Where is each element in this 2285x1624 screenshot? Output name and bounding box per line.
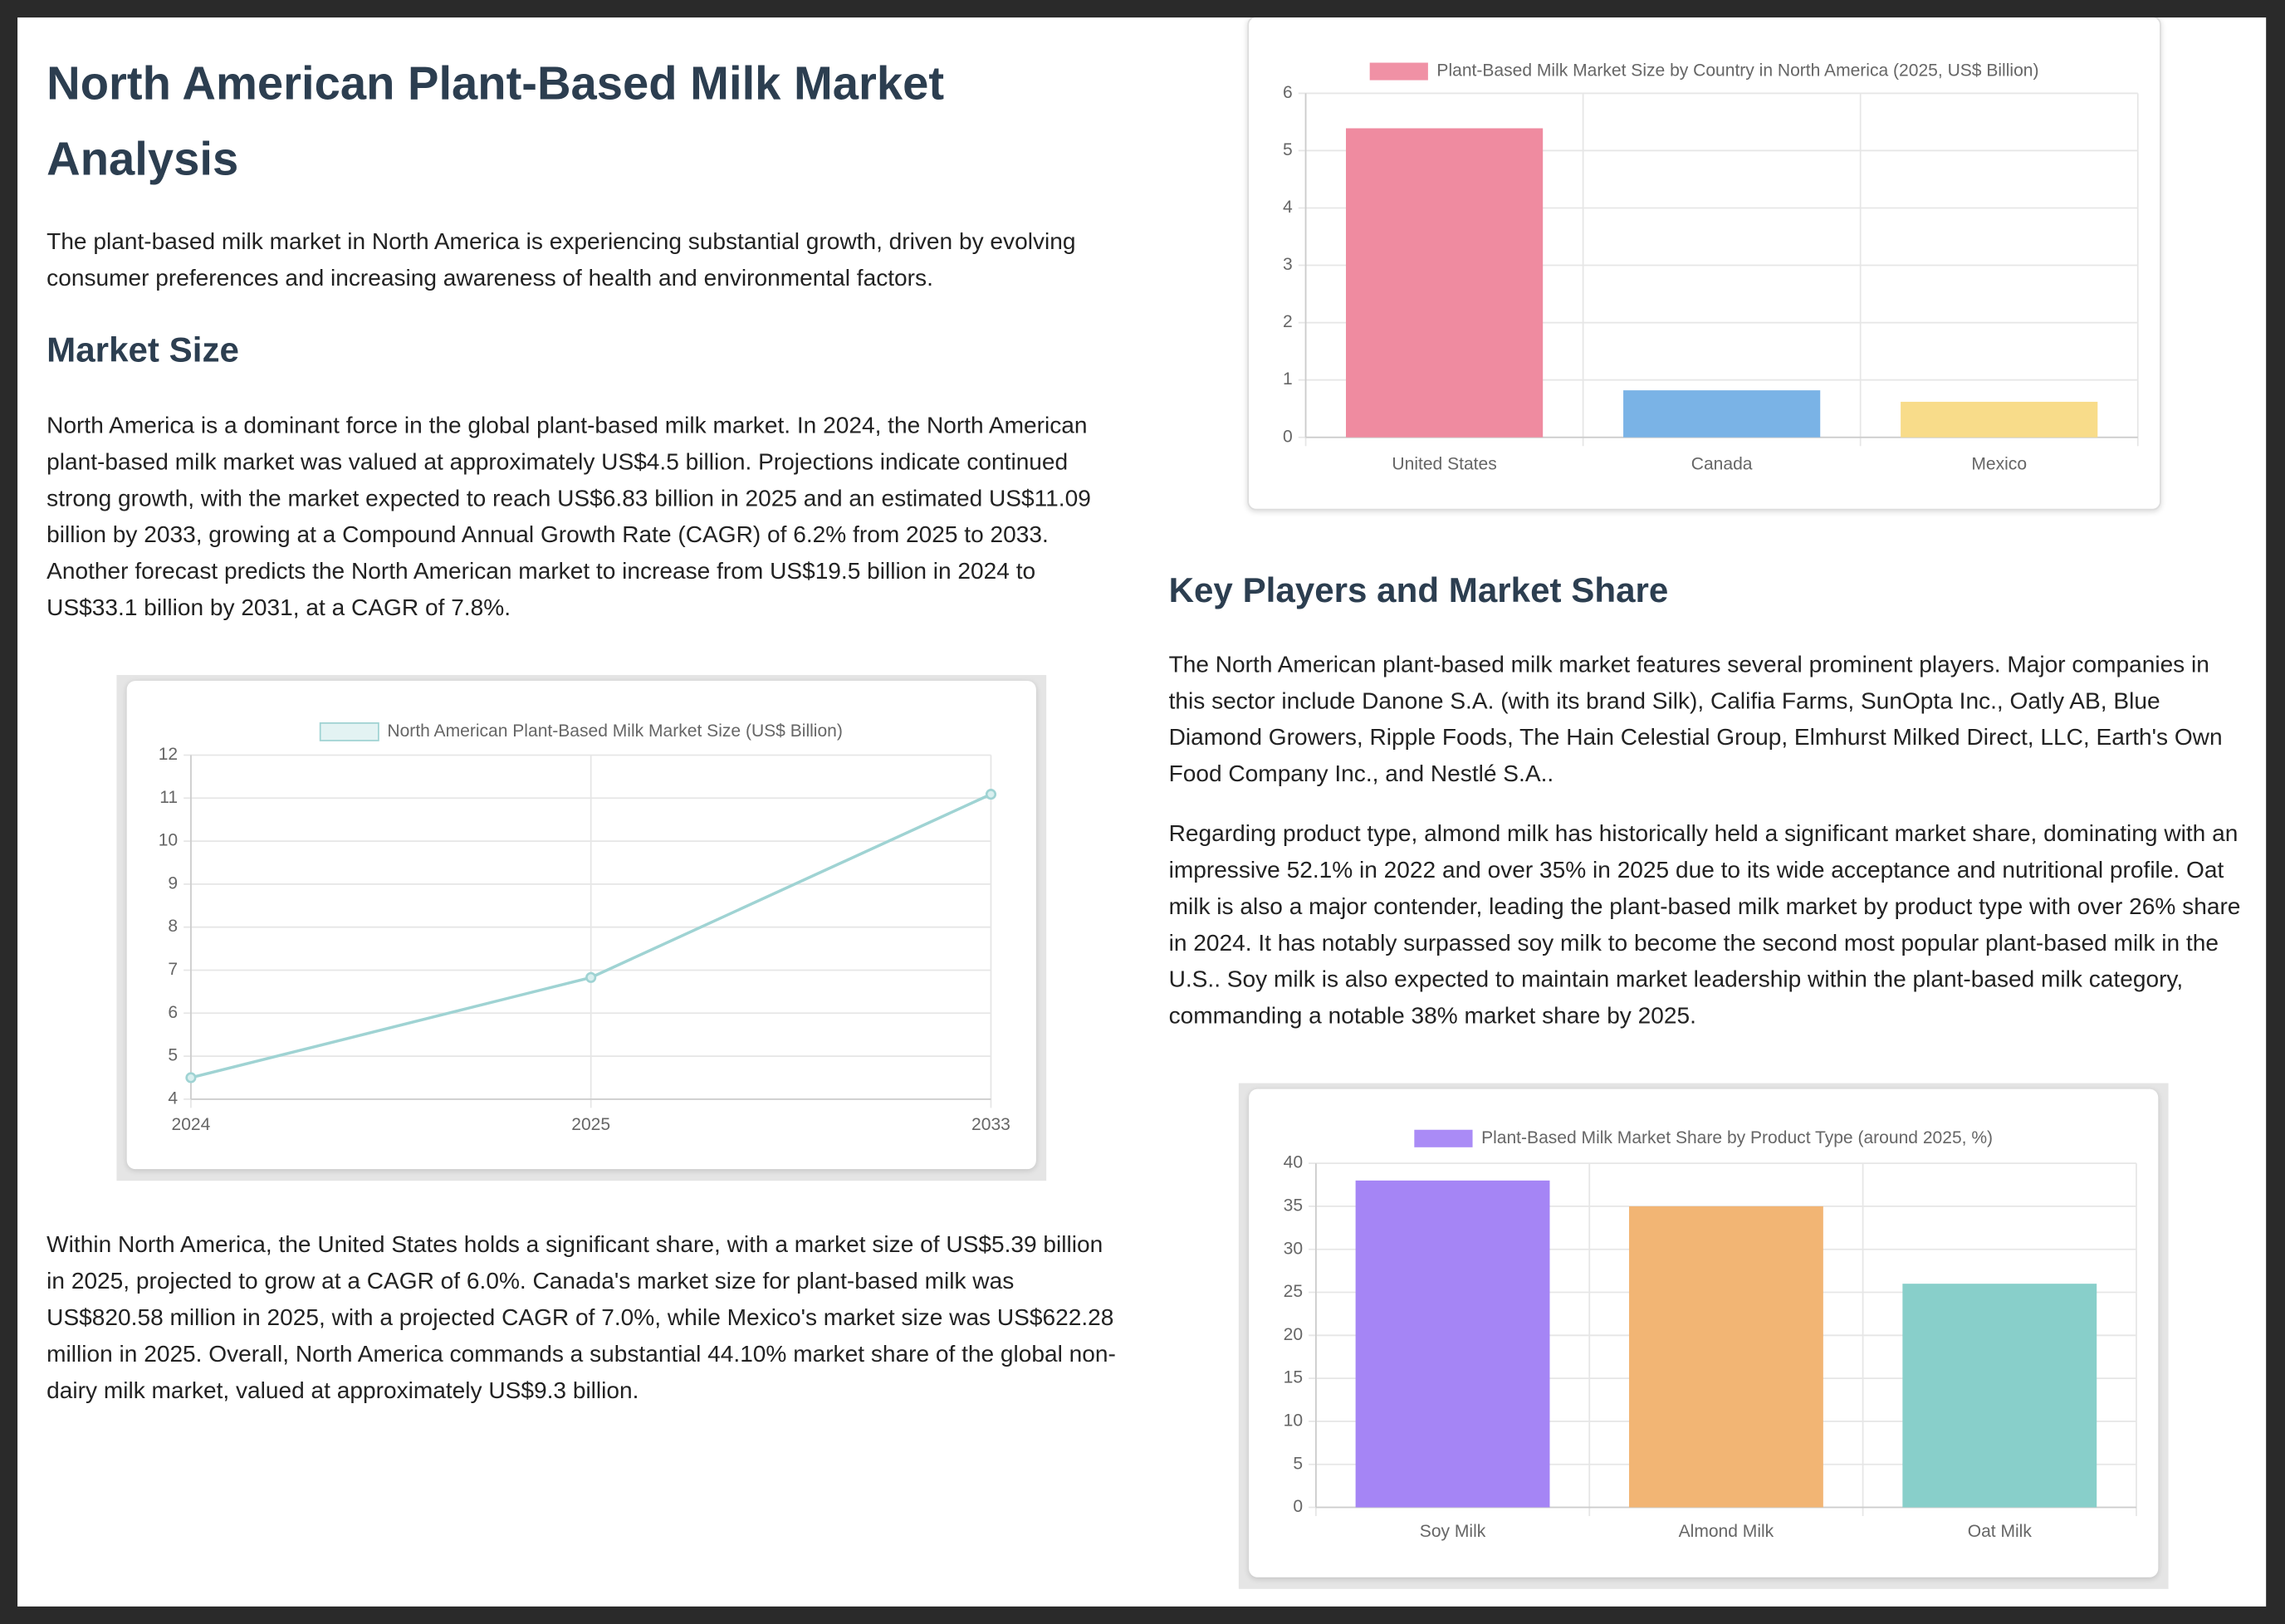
y-tick-label: 4 [1283, 198, 1293, 217]
chart: 0 1 2 3 4 5 6 Plant-Based Milk Market Size by C… [1283, 61, 2139, 474]
paragraph: Within North America, the United States … [46, 1233, 1116, 1404]
y-tick-label: 30 [1284, 1239, 1303, 1258]
y-tick-label: 10 [1284, 1411, 1303, 1430]
y-tick-label: 11 [159, 788, 178, 807]
y-tick-label: 1 [1283, 369, 1293, 389]
bar [1901, 401, 2098, 438]
y-tick-label: 6 [1283, 83, 1293, 102]
x-tick-label: Oat Milk [1968, 1522, 2033, 1541]
y-tick-label: 9 [168, 873, 178, 893]
bar [1355, 1180, 1550, 1508]
bar [1623, 390, 1821, 438]
paragraph: Regarding product type, almond milk has … [1168, 822, 2241, 1030]
y-tick-label: 7 [168, 960, 178, 979]
bar [1628, 1206, 1823, 1508]
y-tick-label: 0 [1293, 1497, 1303, 1516]
y-tick-label: 0 [1283, 427, 1293, 446]
y-tick-label: 5 [1283, 140, 1293, 159]
y-tick-label: 25 [1284, 1282, 1303, 1301]
x-tick-label: 2033 [971, 1115, 1010, 1134]
section-heading: Market Size [46, 330, 239, 370]
document: North American Plant-Based Milk Market A… [17, 17, 2267, 1607]
x-tick-label: Soy Milk [1420, 1522, 1486, 1541]
legend-swatch [1414, 1129, 1473, 1147]
chart-frame: 4 5 6 7 8 9 10 11 12 North American Plant-Based M… [116, 674, 1047, 1181]
y-tick-label: 4 [168, 1088, 178, 1108]
x-tick-label: Mexico [1971, 455, 2027, 474]
y-tick-label: 2 [1283, 312, 1293, 331]
x-tick-label: 2025 [571, 1115, 610, 1134]
chart-card: 0 1 2 3 4 5 6 Plant-Based Milk Market Size by C… [1247, 17, 2161, 511]
paragraph: The North American plant-based milk mark… [1168, 653, 2223, 788]
x-tick-label: 2024 [172, 1115, 211, 1134]
legend-swatch [319, 722, 379, 741]
title: North American Plant-Based Milk Market A… [46, 56, 945, 185]
legend-label: Plant-Based Milk Market Size by Country … [1436, 61, 2038, 81]
x-tick-label: United States [1392, 455, 1496, 474]
y-tick-label: 15 [1284, 1368, 1303, 1387]
y-tick-label: 5 [1293, 1454, 1303, 1473]
legend-label: North American Plant-Based Milk Market S… [387, 722, 842, 741]
bar [1902, 1284, 2097, 1508]
x-tick-label: Canada [1691, 455, 1753, 474]
y-tick-label: 40 [1284, 1153, 1303, 1172]
y-tick-label: 12 [159, 745, 178, 764]
y-tick-label: 10 [159, 831, 178, 850]
paragraph: North America is a dominant force in the… [46, 413, 1091, 621]
section-heading: Key Players and Market Share [1168, 571, 1669, 611]
y-tick-label: 3 [1283, 255, 1293, 274]
x-tick-label: Almond Milk [1679, 1522, 1774, 1541]
chart-card: 0 5 10 15 20 25 30 35 40 Plant-Based Milk Market … [1249, 1088, 2159, 1578]
legend-label: Plant-Based Milk Market Share by Product… [1481, 1128, 1993, 1147]
y-tick-label: 35 [1284, 1196, 1303, 1215]
y-tick-label: 6 [168, 1003, 178, 1022]
legend-swatch [1369, 62, 1428, 81]
bar [1346, 128, 1544, 438]
chart: 4 5 6 7 8 9 10 11 12 North American Plant-Based M… [159, 722, 1010, 1134]
y-tick-label: 5 [168, 1046, 178, 1065]
y-tick-label: 8 [168, 917, 178, 936]
point [185, 1072, 197, 1083]
chart: 0 5 10 15 20 25 30 35 40 Plant-Based Milk Market … [1284, 1128, 2137, 1541]
chart-frame: 0 5 10 15 20 25 30 35 40 Plant-Based Milk Market … [1238, 1083, 2169, 1589]
chart-card: 4 5 6 7 8 9 10 11 12 North American Plant-Based M… [126, 680, 1036, 1170]
point [585, 971, 597, 983]
point [985, 789, 997, 800]
intro: The plant-based milk market in North Ame… [46, 230, 1076, 292]
y-tick-label: 20 [1284, 1325, 1303, 1344]
